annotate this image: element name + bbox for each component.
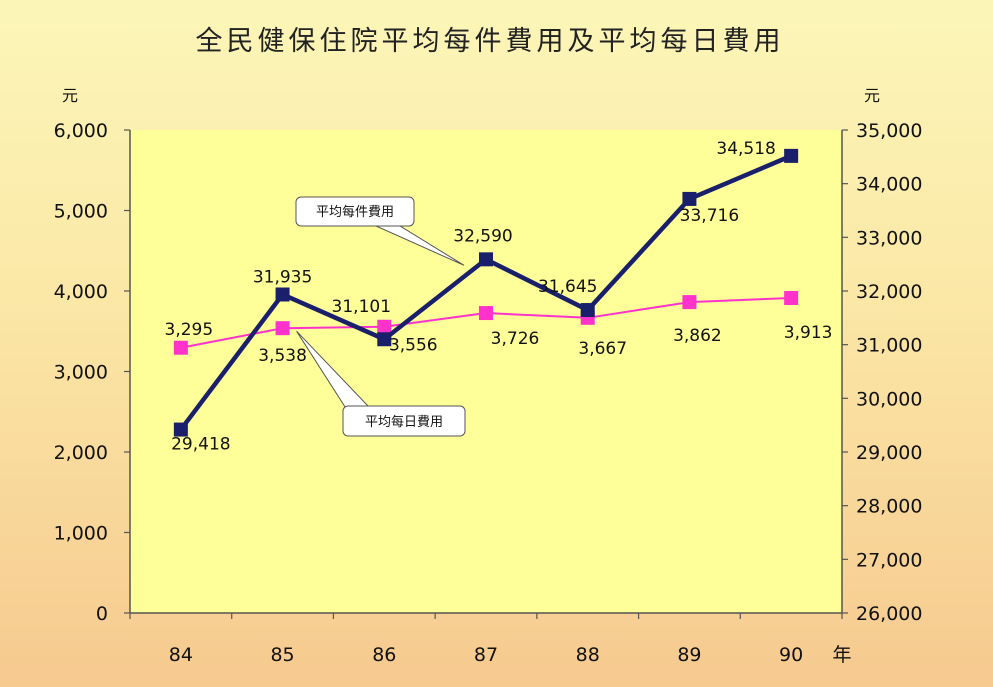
point-per-case-cost bbox=[784, 148, 799, 163]
data-label-daily-cost: 3,556 bbox=[389, 336, 438, 356]
data-label-daily-cost: 3,913 bbox=[784, 323, 833, 343]
right-tick-label: 33,000 bbox=[856, 227, 922, 249]
point-per-case-cost bbox=[682, 191, 697, 206]
point-per-case-cost bbox=[275, 287, 290, 302]
left-tick-label: 3,000 bbox=[54, 362, 108, 384]
data-label-daily-cost: 3,862 bbox=[673, 326, 722, 346]
point-per-case-cost bbox=[479, 252, 493, 267]
callout-box-per-case-cost bbox=[295, 196, 415, 227]
right-tick-label: 29,000 bbox=[856, 442, 922, 464]
right-tick-label: 34,000 bbox=[856, 174, 922, 196]
callout-label-daily-cost: 平均每日費用 bbox=[365, 414, 443, 430]
data-label-daily-cost: 3,538 bbox=[258, 346, 307, 366]
x-tick-label: 85 bbox=[270, 644, 294, 666]
point-daily-cost bbox=[275, 321, 290, 336]
right-tick-label: 30,000 bbox=[856, 388, 922, 410]
point-daily-cost bbox=[377, 319, 392, 334]
left-tick-label: 5,000 bbox=[54, 201, 108, 223]
data-label-daily-cost: 3,726 bbox=[491, 329, 540, 349]
right-tick-label: 35,000 bbox=[856, 120, 922, 142]
point-daily-cost bbox=[784, 291, 799, 306]
callout-box-daily-cost bbox=[342, 405, 466, 437]
plot-area bbox=[130, 130, 842, 613]
data-label-per-case-cost: 31,101 bbox=[332, 297, 391, 317]
x-tick-label: 88 bbox=[576, 644, 600, 666]
left-tick-label: 6,000 bbox=[54, 120, 108, 142]
data-label-per-case-cost: 31,645 bbox=[538, 277, 597, 297]
data-label-per-case-cost: 32,590 bbox=[453, 226, 512, 246]
data-label-daily-cost: 3,295 bbox=[165, 320, 214, 340]
left-tick-label: 1,000 bbox=[54, 523, 108, 545]
point-daily-cost bbox=[173, 340, 188, 355]
x-tick-label: 86 bbox=[372, 644, 396, 666]
left-tick-label: 4,000 bbox=[54, 281, 108, 303]
data-label-per-case-cost: 34,518 bbox=[716, 139, 775, 159]
left-tick-label: 0 bbox=[96, 603, 108, 625]
right-axis-unit: 元 bbox=[864, 86, 880, 105]
right-tick-label: 31,000 bbox=[856, 335, 922, 357]
data-label-per-case-cost: 33,716 bbox=[680, 206, 739, 226]
callout-label-per-case-cost: 平均每件費用 bbox=[316, 204, 394, 220]
x-tick-label: 84 bbox=[169, 644, 193, 666]
x-axis-unit: 年 bbox=[832, 644, 851, 666]
point-per-case-cost bbox=[173, 422, 188, 437]
right-tick-label: 27,000 bbox=[856, 549, 922, 571]
right-tick-label: 28,000 bbox=[856, 496, 922, 518]
data-label-per-case-cost: 29,418 bbox=[171, 435, 230, 455]
point-daily-cost bbox=[682, 295, 697, 310]
right-tick-label: 32,000 bbox=[856, 281, 922, 303]
left-tick-label: 2,000 bbox=[54, 442, 108, 464]
x-tick-label: 89 bbox=[677, 644, 701, 666]
right-tick-label: 26,000 bbox=[856, 603, 922, 625]
data-label-per-case-cost: 31,935 bbox=[253, 267, 312, 287]
left-axis-unit: 元 bbox=[62, 86, 78, 105]
x-tick-label: 87 bbox=[474, 644, 498, 666]
point-per-case-cost bbox=[377, 332, 392, 347]
x-tick-label: 90 bbox=[779, 644, 803, 666]
chart-title: 全民健保住院平均每件費用及平均每日費用 bbox=[196, 26, 785, 57]
data-label-daily-cost: 3,667 bbox=[578, 339, 627, 359]
point-per-case-cost bbox=[580, 303, 595, 318]
point-daily-cost bbox=[479, 306, 493, 321]
